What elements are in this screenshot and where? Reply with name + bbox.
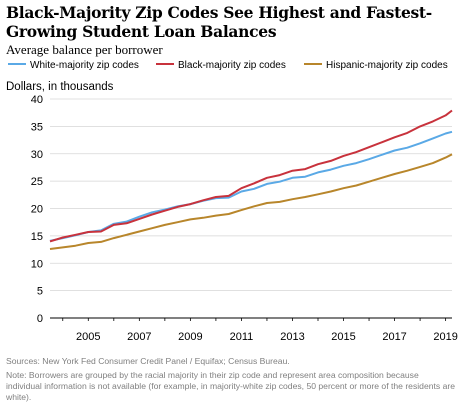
y-tick-label-25: 25 <box>31 176 43 188</box>
x-tick-label-2005: 2005 <box>76 331 100 343</box>
y-tick-label-5: 5 <box>37 286 43 298</box>
x-tick-label-2011: 2011 <box>230 331 254 343</box>
y-tick-label-35: 35 <box>31 121 43 133</box>
legend-item-hispanic: Hispanic-majority zip codes <box>304 59 448 73</box>
x-tick-label-2013: 2013 <box>280 331 304 343</box>
legend-swatch-black <box>156 63 174 66</box>
source-note: Sources: New York Fed Consumer Credit Pa… <box>6 356 290 366</box>
x-tick-label-2007: 2007 <box>127 331 151 343</box>
x-tick-label-2017: 2017 <box>382 331 406 343</box>
x-tick-label-2019: 2019 <box>433 331 457 343</box>
legend-swatch-white <box>8 63 26 66</box>
y-tick-label-0: 0 <box>37 313 43 325</box>
y-tick-label-40: 40 <box>31 94 43 106</box>
legend-swatch-hispanic <box>304 63 322 66</box>
chart-legend: White-majority zip codes Black-majority … <box>6 59 458 75</box>
legend-item-black: Black-majority zip codes <box>156 59 286 73</box>
y-tick-label-10: 10 <box>31 258 43 270</box>
y-tick-label-30: 30 <box>31 149 43 161</box>
x-tick-label-2009: 2009 <box>178 331 202 343</box>
series-line-hispanic <box>49 153 453 250</box>
methodology-note: Note: Borrowers are grouped by the racia… <box>6 370 456 402</box>
legend-label-white: White-majority zip codes <box>30 60 139 71</box>
chart-title: Black-Majority Zip Codes See Highest and… <box>6 3 432 41</box>
legend-item-white: White-majority zip codes <box>8 59 139 73</box>
x-tick-label-2015: 2015 <box>331 331 355 343</box>
y-tick-label-20: 20 <box>31 204 43 216</box>
series-line-black <box>49 109 453 243</box>
chart-subtitle: Average balance per borrower <box>6 42 163 57</box>
legend-label-hispanic: Hispanic-majority zip codes <box>326 60 448 71</box>
legend-label-black: Black-majority zip codes <box>178 60 286 71</box>
y-tick-label-15: 15 <box>31 231 43 243</box>
series-line-white <box>49 130 453 242</box>
y-axis-label: Dollars, in thousands <box>6 81 114 93</box>
chart-notes: Sources: New York Fed Consumer Credit Pa… <box>6 356 456 406</box>
